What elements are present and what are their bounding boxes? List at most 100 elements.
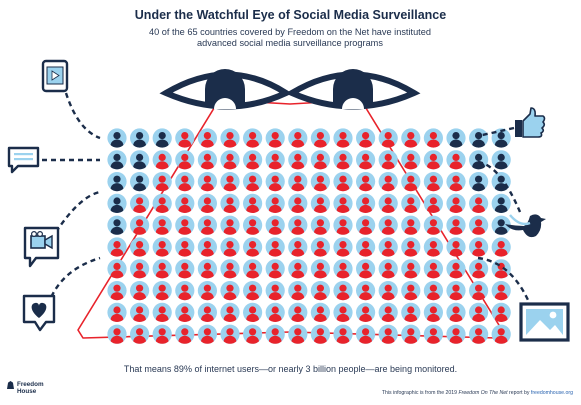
person-monitored xyxy=(423,172,443,192)
person-monitored xyxy=(175,324,195,344)
person-monitored xyxy=(265,237,285,257)
person-monitored xyxy=(469,281,489,301)
person-monitored xyxy=(265,193,285,213)
person-monitored xyxy=(423,128,443,148)
footer-statement: That means 89% of internet users—or near… xyxy=(123,364,458,374)
person-monitored xyxy=(333,281,353,301)
person-monitored xyxy=(152,237,172,257)
person-monitored xyxy=(310,302,330,322)
person-unmonitored xyxy=(152,128,172,148)
person-monitored xyxy=(130,237,150,257)
person-monitored xyxy=(243,302,263,322)
person-monitored xyxy=(356,281,376,301)
person-monitored xyxy=(130,324,150,344)
person-monitored xyxy=(356,259,376,279)
person-unmonitored xyxy=(107,215,127,235)
person-monitored xyxy=(220,302,240,322)
person-monitored xyxy=(356,302,376,322)
person-monitored xyxy=(356,193,376,213)
logo-text: Freedom House xyxy=(17,381,44,395)
right-connectors xyxy=(477,126,530,301)
person-unmonitored xyxy=(107,128,127,148)
person-monitored xyxy=(469,324,489,344)
heart-icon xyxy=(22,294,56,332)
person-monitored xyxy=(197,193,217,213)
person-unmonitored xyxy=(107,193,127,213)
person-monitored xyxy=(378,215,398,235)
person-monitored xyxy=(288,215,308,235)
person-monitored xyxy=(423,237,443,257)
chat-icon xyxy=(7,146,40,174)
person-monitored xyxy=(446,302,466,322)
person-unmonitored xyxy=(491,128,511,148)
person-monitored xyxy=(288,150,308,170)
person-monitored xyxy=(446,324,466,344)
person-unmonitored xyxy=(446,128,466,148)
person-monitored xyxy=(152,302,172,322)
credit-report: Freedom On The Net xyxy=(458,390,508,396)
person-monitored xyxy=(446,172,466,192)
person-monitored xyxy=(356,128,376,148)
person-monitored xyxy=(310,215,330,235)
credit-prefix: This infographic is from the 2019 xyxy=(381,390,459,396)
person-monitored xyxy=(220,237,240,257)
person-monitored xyxy=(265,150,285,170)
person-monitored xyxy=(310,324,330,344)
person-monitored xyxy=(220,215,240,235)
person-monitored xyxy=(333,172,353,192)
person-monitored xyxy=(333,237,353,257)
person-monitored xyxy=(197,302,217,322)
person-monitored xyxy=(243,281,263,301)
person-monitored xyxy=(288,193,308,213)
person-monitored xyxy=(265,281,285,301)
person-monitored xyxy=(175,150,195,170)
person-monitored xyxy=(310,172,330,192)
person-unmonitored xyxy=(491,172,511,192)
person-monitored xyxy=(197,281,217,301)
person-monitored xyxy=(243,150,263,170)
person-monitored xyxy=(265,302,285,322)
person-monitored xyxy=(107,324,127,344)
person-monitored xyxy=(197,128,217,148)
person-monitored xyxy=(401,324,421,344)
person-monitored xyxy=(401,302,421,322)
person-monitored xyxy=(378,259,398,279)
person-monitored xyxy=(423,193,443,213)
person-monitored xyxy=(401,193,421,213)
person-monitored xyxy=(356,237,376,257)
person-monitored xyxy=(378,302,398,322)
person-monitored xyxy=(333,302,353,322)
logo-line-1: Freedom xyxy=(17,381,44,388)
freedom-house-mark-icon xyxy=(7,381,14,389)
person-monitored xyxy=(107,281,127,301)
person-monitored xyxy=(130,302,150,322)
people-grid xyxy=(107,128,511,344)
person-unmonitored xyxy=(469,172,489,192)
person-monitored xyxy=(197,324,217,344)
person-monitored xyxy=(378,172,398,192)
person-monitored xyxy=(491,302,511,322)
person-monitored xyxy=(423,259,443,279)
person-unmonitored xyxy=(469,128,489,148)
person-monitored xyxy=(220,259,240,279)
person-monitored xyxy=(220,128,240,148)
person-monitored xyxy=(446,259,466,279)
person-monitored xyxy=(423,215,443,235)
person-monitored xyxy=(401,128,421,148)
person-monitored xyxy=(469,237,489,257)
person-monitored xyxy=(288,281,308,301)
person-monitored xyxy=(243,128,263,148)
person-monitored xyxy=(130,215,150,235)
person-monitored xyxy=(401,172,421,192)
person-monitored xyxy=(243,172,263,192)
person-monitored xyxy=(446,150,466,170)
credit-middle: report by xyxy=(507,390,531,396)
person-monitored xyxy=(333,193,353,213)
person-monitored xyxy=(401,259,421,279)
person-monitored xyxy=(243,324,263,344)
person-unmonitored xyxy=(130,172,150,192)
credit-site-link[interactable]: freedomhouse.org xyxy=(530,390,573,396)
person-monitored xyxy=(333,128,353,148)
person-monitored xyxy=(356,215,376,235)
person-monitored xyxy=(333,259,353,279)
